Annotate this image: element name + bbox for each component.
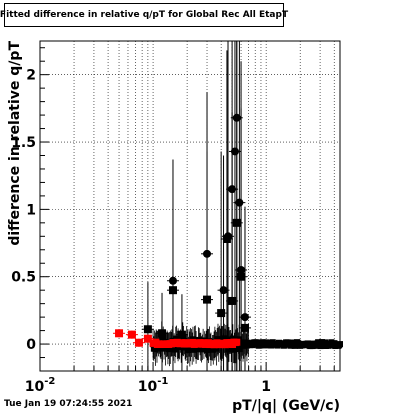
y-tick-label: 0.5 bbox=[11, 270, 36, 286]
x-tick-exponent: -1 bbox=[157, 376, 168, 387]
y-tick-label: 1.5 bbox=[11, 135, 36, 151]
data-point-square bbox=[115, 329, 124, 338]
timestamp: Tue Jan 19 07:24:55 2021 bbox=[4, 399, 133, 409]
background-point-marker bbox=[171, 346, 178, 353]
data-point-circle bbox=[230, 147, 239, 156]
x-tick-exponent: -2 bbox=[44, 376, 55, 387]
x-tick-label: 1 bbox=[261, 379, 271, 395]
chart-title-box: Fitted difference in relative q/pT for G… bbox=[0, 3, 288, 27]
data-point-circle bbox=[232, 113, 241, 122]
x-axis-label: pT/|q| (GeV/c) bbox=[232, 398, 340, 414]
background-point-marker bbox=[194, 346, 201, 353]
data-point-square bbox=[217, 309, 226, 318]
data-point-square bbox=[143, 325, 152, 334]
background-point-marker bbox=[160, 335, 167, 342]
y-tick-label: 1 bbox=[26, 202, 36, 218]
background-point-marker bbox=[213, 345, 220, 352]
data-point-square bbox=[158, 329, 167, 338]
data-point-square bbox=[177, 330, 186, 339]
data-point-circle bbox=[235, 198, 244, 207]
x-tick-label: 10-2 bbox=[25, 376, 56, 395]
data-point-square bbox=[127, 330, 136, 339]
data-point-circle bbox=[168, 276, 177, 285]
axis-layer: 0 0.5 1 1.5 2 10-2 10-1 1 pT/|q| (GeV/c) differen… bbox=[7, 41, 340, 414]
data-point-circle bbox=[224, 232, 233, 241]
background-point-marker bbox=[210, 346, 217, 353]
data-point-circle bbox=[228, 185, 237, 194]
data-point-circle bbox=[203, 249, 212, 258]
y-tick-label: 0 bbox=[26, 337, 36, 353]
plot-frame bbox=[39, 40, 341, 372]
red-point-marker bbox=[233, 338, 241, 346]
x-tick-label: 10-1 bbox=[138, 376, 169, 395]
chart-title: Fitted difference in relative q/pT for G… bbox=[0, 10, 289, 20]
background-point-marker bbox=[317, 343, 324, 350]
data-point-square bbox=[134, 338, 143, 347]
background-point-marker bbox=[173, 335, 180, 342]
data-layer bbox=[113, 41, 343, 371]
data-point-circle bbox=[237, 265, 246, 274]
data-point-circle bbox=[219, 286, 228, 295]
grid-layer bbox=[39, 41, 340, 371]
background-point-marker bbox=[337, 341, 343, 348]
y-axis-label: difference in relative q/pT bbox=[7, 41, 23, 246]
data-point-circle bbox=[240, 313, 249, 322]
background-point-marker bbox=[229, 335, 236, 342]
data-point-square bbox=[143, 334, 152, 343]
y-tick-label: 2 bbox=[26, 68, 36, 84]
